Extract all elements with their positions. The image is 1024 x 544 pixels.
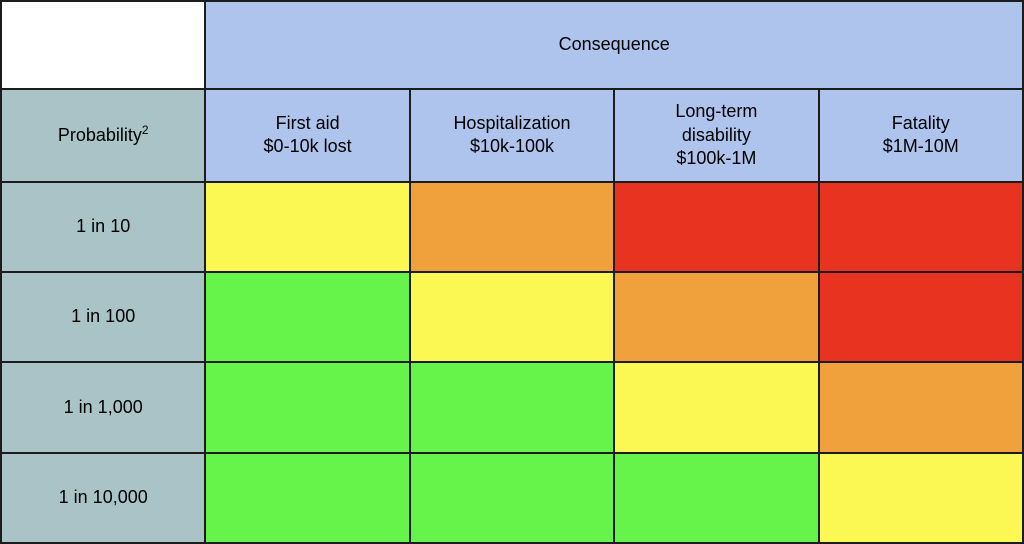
table-row: 1 in 100 (0, 270, 1024, 364)
risk-cell (408, 361, 616, 454)
table-row: 1 in 10 (0, 180, 1024, 273)
column-header-first-aid: First aid $0-10k lost (204, 88, 411, 183)
probability-header-cell: Probability2 (0, 88, 207, 183)
risk-cell (613, 180, 820, 273)
row-label-cell: 1 in 100 (0, 270, 207, 364)
probability-footnote-marker: 2 (141, 122, 149, 137)
risk-cell (817, 180, 1024, 273)
risk-cell (408, 270, 616, 364)
probability-header-label: Probability (57, 124, 142, 145)
risk-cell (204, 270, 411, 364)
risk-cell (204, 361, 411, 454)
column-header-long-term-disability: Long-term disability $100k-1M (613, 88, 820, 183)
column-header-row: Probability2 First aid $0-10k lost Hospi… (0, 88, 1024, 183)
risk-cell (613, 361, 820, 454)
risk-cell (613, 451, 820, 544)
risk-cell (817, 270, 1024, 364)
risk-cell (204, 451, 411, 544)
risk-cell (817, 451, 1024, 544)
risk-cell (817, 361, 1024, 454)
risk-cell (408, 451, 616, 544)
consequence-header-cell: Consequence (204, 0, 1024, 91)
consequence-header-row: Consequence (0, 0, 1024, 91)
table-row: 1 in 1,000 (0, 361, 1024, 454)
table-row: 1 in 10,000 (0, 451, 1024, 544)
row-label-cell: 1 in 10,000 (0, 451, 207, 544)
risk-cell (408, 180, 616, 273)
column-header-hospitalization: Hospitalization $10k-100k (408, 88, 616, 183)
corner-cell (0, 0, 207, 91)
column-header-fatality: Fatality $1M-10M (817, 88, 1024, 183)
risk-cell (204, 180, 411, 273)
row-label-cell: 1 in 10 (0, 180, 207, 273)
row-label-cell: 1 in 1,000 (0, 361, 207, 454)
risk-cell (613, 270, 820, 364)
